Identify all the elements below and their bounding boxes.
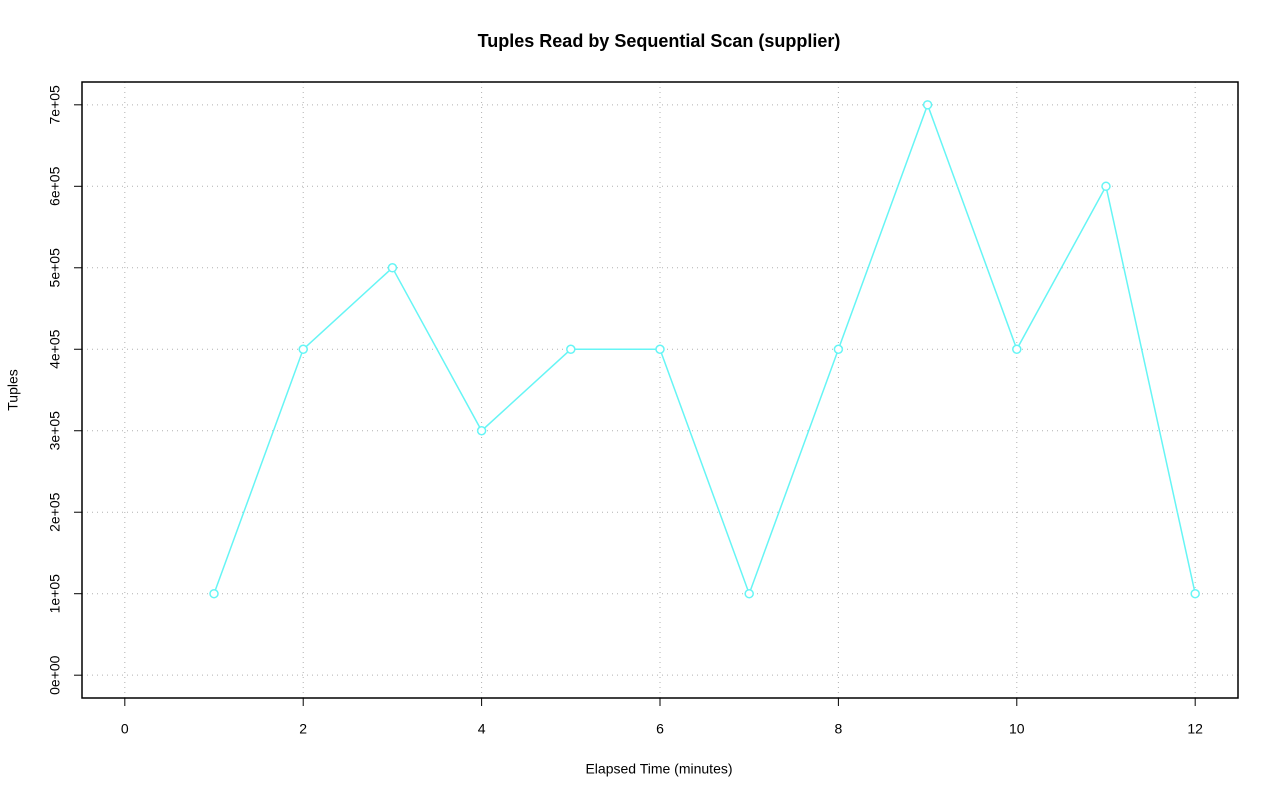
chart-title: Tuples Read by Sequential Scan (supplier… [478,31,841,51]
x-tick-label: 12 [1187,721,1203,737]
data-point [1012,344,1022,355]
x-tick-label: 8 [834,721,842,737]
y-tick-label: 5e+05 [47,248,63,288]
x-tick-label: 4 [478,721,486,737]
data-point [744,588,754,599]
data-line [213,102,1196,596]
y-tick-label: 1e+05 [47,574,63,614]
data-point [833,344,844,355]
data-point [476,425,487,436]
data-point [566,344,576,355]
y-tick-label: 2e+05 [47,492,63,532]
y-tick-label: 3e+05 [47,411,63,451]
data-point [922,100,933,110]
data-point [655,344,665,355]
data-point [1190,588,1200,599]
data-point [298,344,308,355]
data-point [387,263,398,273]
data-point [1101,181,1111,192]
x-tick-label: 2 [299,721,307,737]
y-tick-label: 4e+05 [47,329,63,369]
x-tick-label: 6 [656,721,664,737]
data-point [209,588,219,599]
y-tick-label: 6e+05 [47,166,63,206]
x-tick-label: 0 [121,721,129,737]
grid [82,82,1238,698]
x-tick-label: 10 [1009,721,1025,737]
y-axis-label: Tuples [5,369,21,411]
y-tick-label: 0e+00 [47,655,63,695]
plot-frame [81,81,1239,699]
x-axis-label: Elapsed Time (minutes) [585,761,732,777]
y-tick-label: 7e+05 [47,85,63,125]
